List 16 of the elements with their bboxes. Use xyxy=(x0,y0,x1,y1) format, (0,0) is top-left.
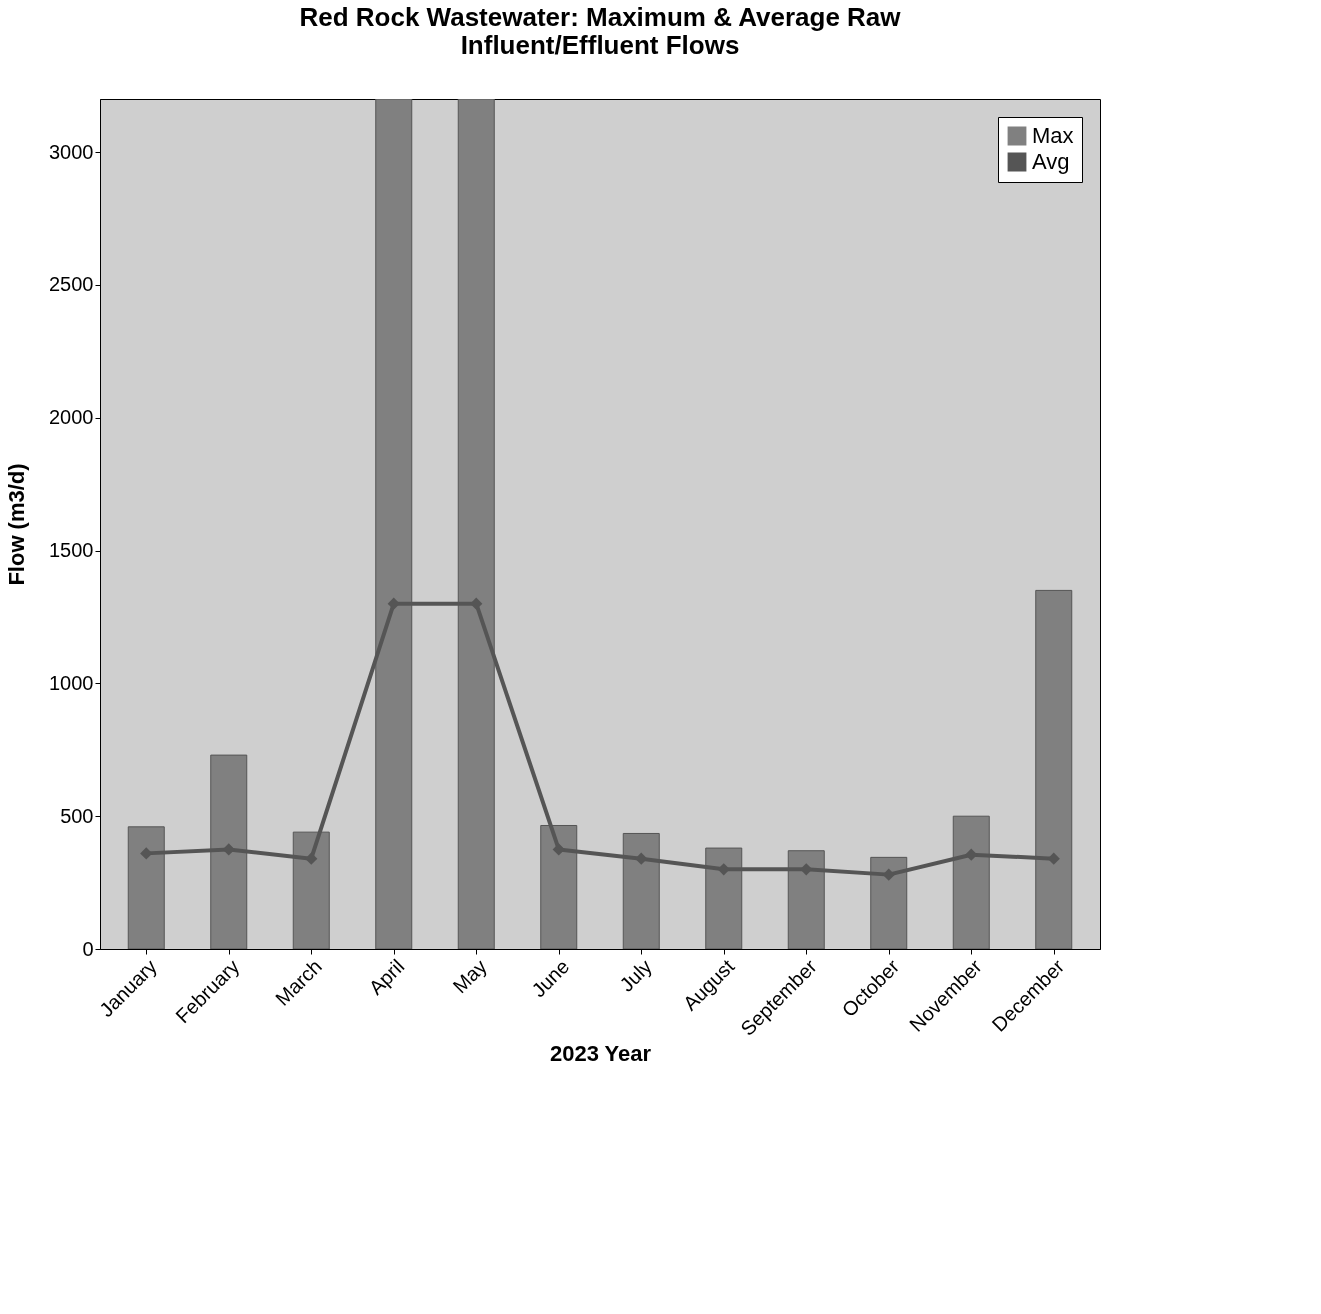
text: Red Rock Wastewater: Maximum & Average Raw xyxy=(299,2,901,32)
text: Influent/Effluent Flows xyxy=(460,30,740,60)
y-tick-label: 500 xyxy=(60,804,94,827)
legend-label: Max xyxy=(1032,123,1074,148)
x-tick-label: May xyxy=(448,955,491,998)
y-tick-label: 0 xyxy=(82,937,94,960)
y-tick-label: 1500 xyxy=(49,539,94,562)
point xyxy=(305,852,318,865)
legend-label: Avg xyxy=(1032,149,1070,174)
x-axis-title: 2023 Year xyxy=(549,1040,652,1066)
y-tick-label: 2500 xyxy=(49,273,94,296)
y-tick-label: 2000 xyxy=(49,406,94,429)
y-tick-label: 3000 xyxy=(49,140,94,163)
y-tick-label: 1000 xyxy=(49,671,94,694)
y-axis-title: Flow (m3/d) xyxy=(4,463,30,586)
x-tick-label: July xyxy=(615,955,656,996)
